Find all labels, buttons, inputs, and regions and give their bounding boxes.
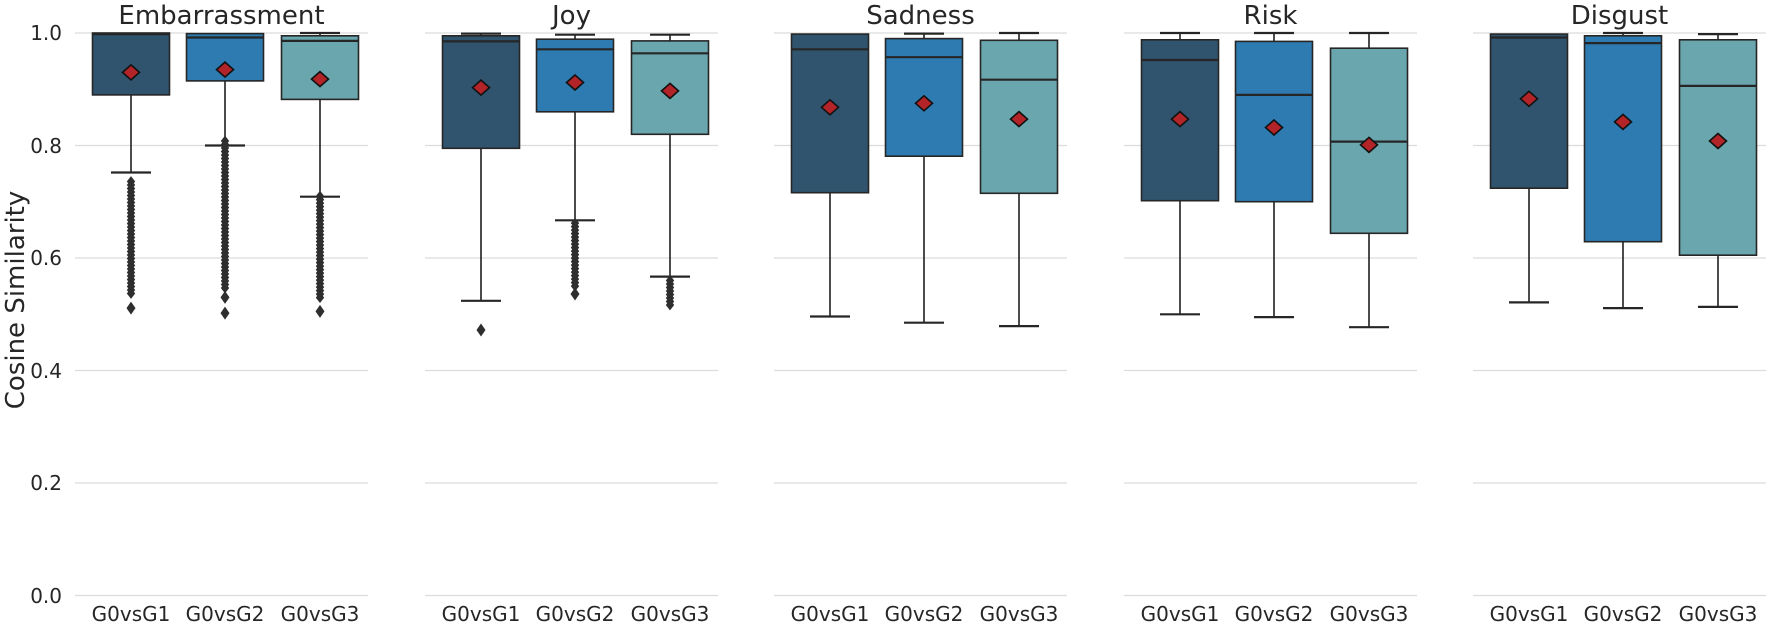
box-group-g0vsg3 xyxy=(979,31,1059,328)
outlier-run xyxy=(665,275,674,311)
outlier-run xyxy=(220,135,230,294)
panel-sadness: Sadness G0vsG1 G0vsG2 G0vsG3 xyxy=(774,1,1067,626)
outlier-point xyxy=(570,287,579,301)
panel-title: Risk xyxy=(1243,1,1297,31)
panel-risk: Risk G0vsG1 G0vsG2 G0vsG3 xyxy=(1123,1,1417,626)
box-group-g0vsg2 xyxy=(185,32,265,320)
panel-title: Disgust xyxy=(1571,1,1669,31)
x-tick-label: G0vsG1 xyxy=(1140,602,1219,626)
mean-marker xyxy=(1009,110,1029,128)
outlier-run xyxy=(570,217,579,292)
mean-marker xyxy=(470,79,491,97)
outlier-point xyxy=(220,290,230,304)
mean-marker xyxy=(310,70,330,88)
mean-marker xyxy=(1519,90,1539,108)
box-group-g0vsg1 xyxy=(790,33,870,318)
mean-marker xyxy=(215,61,235,79)
box-group-g0vsg2 xyxy=(535,33,614,301)
panel-joy: Joy G0vsG1 G0vsG2 G0vsG3 xyxy=(424,1,718,626)
x-tick-label: G0vsG2 xyxy=(535,602,614,626)
x-tick-label: G0vsG2 xyxy=(1584,602,1663,626)
x-tick-label: G0vsG3 xyxy=(980,602,1059,626)
box-group-g0vsg1 xyxy=(1140,31,1219,316)
mean-marker xyxy=(820,98,840,116)
x-tick-label: G0vsG3 xyxy=(281,602,360,626)
x-tick-label: G0vsG1 xyxy=(441,602,520,626)
panel-title: Joy xyxy=(550,1,591,31)
box-group-g0vsg3 xyxy=(280,31,360,318)
x-tick-label: G0vsG1 xyxy=(791,602,870,626)
outlier-point xyxy=(220,306,230,320)
x-tick-label: G0vsG2 xyxy=(1234,602,1313,626)
box-group-g0vsg2 xyxy=(1583,31,1663,310)
mean-marker xyxy=(659,82,680,100)
mean-marker xyxy=(1613,113,1633,131)
box-group-g0vsg2 xyxy=(884,32,964,324)
box-group-g0vsg1 xyxy=(441,32,520,337)
y-tick-label: 0.8 xyxy=(30,133,62,158)
mean-marker xyxy=(121,63,141,81)
mean-marker xyxy=(1169,110,1190,128)
y-tick-label: 0.2 xyxy=(30,471,62,495)
box-group-g0vsg3 xyxy=(1678,32,1758,308)
mean-marker xyxy=(1708,132,1728,150)
y-tick-label: 0.4 xyxy=(30,358,62,383)
outlier-point xyxy=(476,323,485,337)
outlier-run xyxy=(126,176,136,299)
panel-title: Embarrassment xyxy=(118,1,324,31)
box xyxy=(280,34,360,101)
x-tick-label: G0vsG1 xyxy=(92,602,171,626)
y-tick-label: 0.0 xyxy=(30,583,62,608)
box xyxy=(1583,34,1663,243)
mean-marker xyxy=(914,94,934,112)
box xyxy=(1489,33,1569,190)
x-tick-label: G0vsG3 xyxy=(1679,602,1758,626)
x-tick-label: G0vsG1 xyxy=(1490,602,1569,626)
panel-disgust: Disgust G0vsG1 G0vsG2 G0vsG3 xyxy=(1473,1,1766,626)
x-tick-label: G0vsG2 xyxy=(186,602,265,626)
panel-embarrassment: Embarrassment G0vsG1 G0vsG2 G0vsG3 xyxy=(75,1,368,626)
mean-marker xyxy=(564,73,585,92)
x-tick-label: G0vsG3 xyxy=(1329,602,1408,626)
mean-marker xyxy=(1263,118,1284,137)
y-tick-label: 0.6 xyxy=(30,246,62,270)
panel-title: Sadness xyxy=(866,1,975,31)
outlier-point xyxy=(126,301,136,315)
y-axis-label: Cosine Similarity xyxy=(1,190,31,410)
box-group-g0vsg1 xyxy=(1489,33,1569,304)
outlier-run xyxy=(315,190,325,303)
box-group-g0vsg1 xyxy=(91,32,171,315)
x-tick-label: G0vsG2 xyxy=(885,602,964,626)
box-group-g0vsg3 xyxy=(630,33,709,311)
x-tick-label: G0vsG3 xyxy=(630,602,709,626)
outlier-point xyxy=(315,304,325,318)
y-tick-label: 1.0 xyxy=(30,21,62,45)
box-group-g0vsg2 xyxy=(1234,31,1313,319)
mean-marker xyxy=(1358,136,1379,154)
box-group-g0vsg3 xyxy=(1329,31,1408,329)
